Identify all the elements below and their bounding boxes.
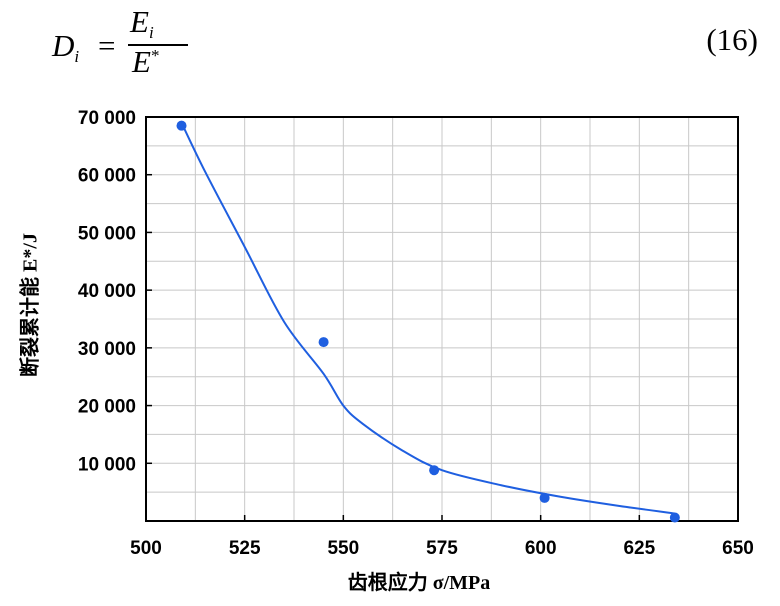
equation-number: (16) xyxy=(706,22,758,57)
x-tick-label: 600 xyxy=(525,538,557,559)
numerator-symbol: E xyxy=(130,4,149,39)
grid-lines xyxy=(145,116,739,522)
equation-lhs-symbol: D xyxy=(52,28,75,63)
equation-lhs-subscript: i xyxy=(74,47,80,66)
equation-equals: = xyxy=(98,28,116,63)
data-points xyxy=(176,120,680,523)
data-point xyxy=(539,492,550,503)
x-tick-marks xyxy=(145,515,739,521)
x-tick-label: 575 xyxy=(426,538,458,559)
x-tick-label: 525 xyxy=(229,538,261,559)
x-axis-title: 齿根应力 σ/MPa xyxy=(347,572,491,594)
equation-16: Di = Ei E* xyxy=(52,4,262,92)
data-point xyxy=(669,512,680,523)
x-tick-labels: 500 525 550 575 600 625 650 xyxy=(130,538,754,559)
data-point xyxy=(176,120,187,131)
fraction-denominator: E* xyxy=(132,44,159,80)
data-point xyxy=(429,465,440,476)
fraction-bar xyxy=(128,44,188,46)
y-tick-label: 50 000 xyxy=(78,223,136,244)
y-tick-marks xyxy=(146,116,152,465)
y-tick-label: 60 000 xyxy=(78,166,136,187)
y-tick-label: 40 000 xyxy=(78,281,136,302)
numerator-subscript: i xyxy=(148,23,154,42)
x-tick-label: 500 xyxy=(130,538,162,559)
x-tick-label: 550 xyxy=(327,538,359,559)
fit-curve xyxy=(180,122,675,515)
denominator-superscript: * xyxy=(150,46,160,65)
y-axis-title: 断裂累计能 E*/J xyxy=(8,185,48,425)
x-tick-label: 625 xyxy=(623,538,655,559)
x-tick-label: 650 xyxy=(722,538,754,559)
equation-lhs: Di xyxy=(52,28,79,67)
y-tick-label: 10 000 xyxy=(78,454,136,475)
y-tick-labels: 10 000 20 000 30 000 40 000 50 000 60 000 70 0… xyxy=(78,108,136,475)
y-tick-label: 70 000 xyxy=(78,108,136,129)
y-tick-label: 30 000 xyxy=(78,339,136,360)
y-axis-title-text: 断裂累计能 E*/J xyxy=(19,233,42,377)
denominator-symbol: E xyxy=(132,44,151,79)
fraction-numerator: Ei xyxy=(130,4,154,43)
data-point xyxy=(318,337,329,348)
y-tick-label: 20 000 xyxy=(78,397,136,418)
